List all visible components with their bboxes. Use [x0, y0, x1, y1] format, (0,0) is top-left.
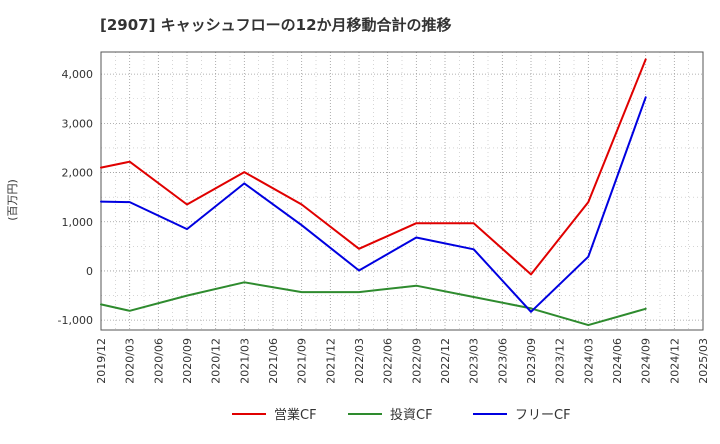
x-tick-label: 2022/12 — [439, 338, 452, 384]
x-tick-label: 2024/06 — [611, 338, 624, 384]
x-tick-label: 2020/12 — [210, 338, 223, 384]
x-tick-label: 2021/09 — [296, 338, 309, 384]
x-tick-label: 2020/09 — [181, 338, 194, 384]
y-tick-label: -1,000 — [58, 314, 93, 327]
x-tick-label: 2020/03 — [124, 338, 137, 384]
chart-title: [2907] キャッシュフローの12か月移動合計の推移 — [100, 16, 452, 34]
x-tick-label: 2021/06 — [267, 338, 280, 384]
legend-label-free-cf: フリーCF — [515, 408, 571, 423]
y-axis-unit-label: (百万円) — [6, 179, 19, 221]
x-tick-label: 2021/03 — [238, 338, 251, 384]
x-tick-label: 2022/06 — [382, 338, 395, 384]
y-tick-label: 0 — [86, 265, 93, 278]
legend-label-operating-cf: 営業CF — [274, 407, 317, 423]
y-tick-label: 1,000 — [62, 216, 94, 229]
x-tick-label: 2023/12 — [554, 338, 567, 384]
x-tick-label: 2022/09 — [410, 338, 423, 384]
y-tick-label: 4,000 — [62, 68, 94, 81]
legend-label-investing-cf: 投資CF — [390, 407, 433, 423]
x-tick-label: 2024/09 — [640, 338, 653, 384]
x-tick-label: 2024/12 — [668, 338, 681, 384]
x-tick-label: 2025/03 — [697, 338, 710, 384]
x-tick-label: 2021/12 — [324, 338, 337, 384]
x-tick-label: 2023/09 — [525, 338, 538, 384]
x-tick-label: 2019/12 — [95, 338, 108, 384]
y-tick-label: 2,000 — [62, 167, 94, 180]
x-tick-label: 2023/03 — [468, 338, 481, 384]
y-tick-label: 3,000 — [62, 117, 94, 130]
x-tick-label: 2022/03 — [353, 338, 366, 384]
x-tick-label: 2024/03 — [582, 338, 595, 384]
x-tick-label: 2020/06 — [152, 338, 165, 384]
x-tick-label: 2023/06 — [496, 338, 509, 384]
